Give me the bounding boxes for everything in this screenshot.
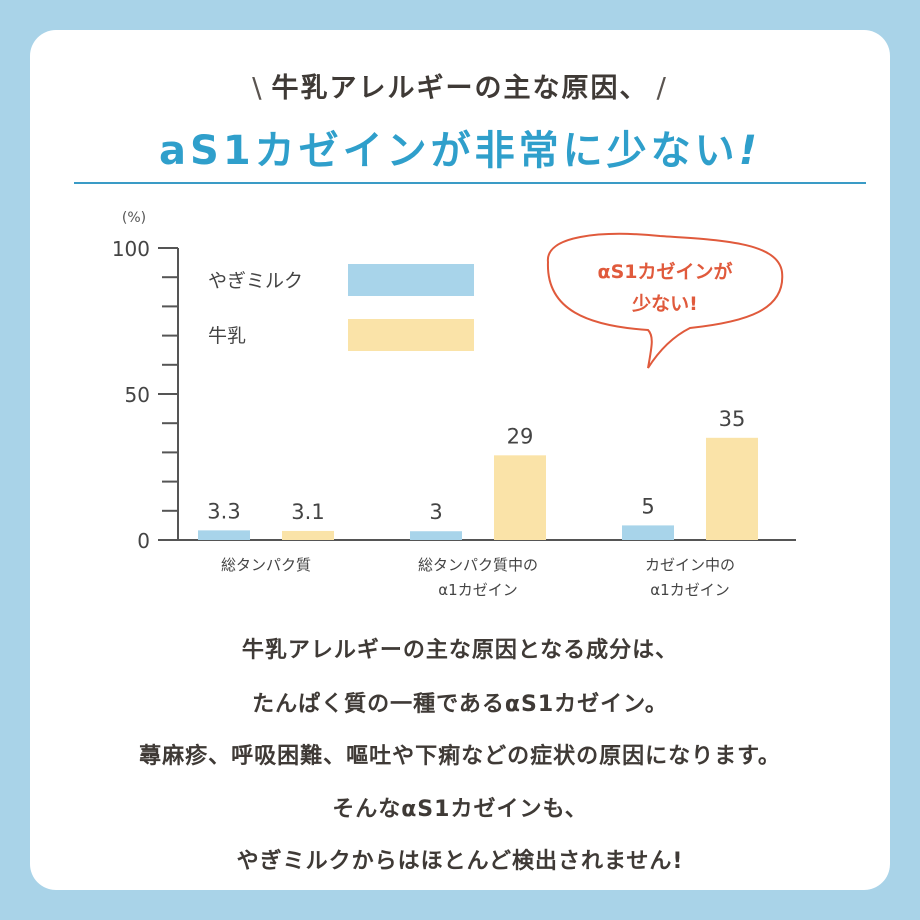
category-label: カゼイン中の xyxy=(645,556,735,574)
slash-right-mark: / xyxy=(656,71,668,104)
category-label: 総タンパク質中の xyxy=(418,556,538,574)
callout-line-2: 少ない! xyxy=(631,293,698,315)
callout-bubble xyxy=(546,232,784,369)
body-line-2: たんぱく質の一種であるαS1カゼイン。 xyxy=(252,692,668,717)
data-label: 3 xyxy=(429,500,442,524)
data-label: 3.3 xyxy=(207,499,240,523)
data-label: 35 xyxy=(719,407,746,431)
bar-goat-2 xyxy=(410,531,462,540)
header-divider xyxy=(74,182,866,184)
body-line-5: やぎミルクからはほとんど検出されません! xyxy=(236,849,684,874)
y-tick-label: 0 xyxy=(137,529,150,553)
headline-subtitle-text: 牛乳アレルギーの主な原因、 xyxy=(271,73,649,104)
category-label: 総タンパク質 xyxy=(221,556,311,574)
bar-cow-2 xyxy=(494,455,546,540)
y-tick-label: 100 xyxy=(112,237,150,261)
data-label: 29 xyxy=(507,424,534,448)
y-unit-label: (%) xyxy=(122,210,146,226)
legend-label: 牛乳 xyxy=(208,325,246,347)
y-tick-label: 50 xyxy=(125,383,150,407)
headline-title-mark: ! xyxy=(738,128,761,174)
headline-title: aS1カゼインが非常に少ない! xyxy=(0,118,920,176)
bar-cow-3 xyxy=(706,437,758,540)
bar-goat-1 xyxy=(198,530,250,540)
headline-title-text: aS1カゼインが非常に少ない xyxy=(159,128,739,174)
body-line-1: 牛乳アレルギーの主な原因となる成分は、 xyxy=(241,638,679,663)
legend-label: やぎミルク xyxy=(208,270,303,292)
legend-swatch xyxy=(348,319,474,351)
category-label: α1カゼイン xyxy=(650,581,729,599)
bar-cow-1 xyxy=(282,530,334,540)
bar-goat-3 xyxy=(622,525,674,540)
callout-line-1: αS1カゼインが xyxy=(598,260,733,283)
data-label: 3.1 xyxy=(291,500,324,524)
data-label: 5 xyxy=(641,494,654,518)
body-line-4: そんなαS1カゼインも、 xyxy=(332,797,588,822)
category-label: α1カゼイン xyxy=(438,581,517,599)
slash-left-mark: \ xyxy=(252,71,264,104)
body-line-3: 蕁麻疹、呼吸困難、嘔吐や下痢などの症状の原因になります。 xyxy=(139,744,781,769)
headline-subtitle: \ 牛乳アレルギーの主な原因、 / xyxy=(0,66,920,105)
legend-swatch xyxy=(348,264,474,296)
